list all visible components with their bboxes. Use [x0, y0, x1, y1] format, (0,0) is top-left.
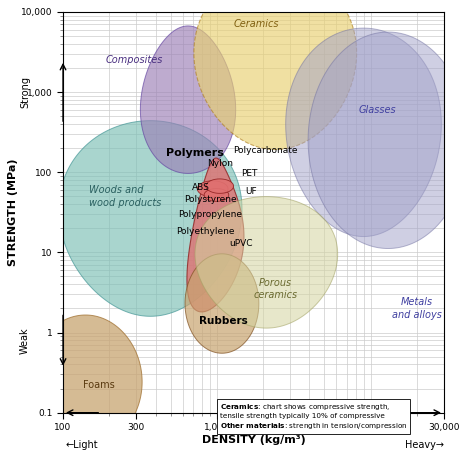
Text: Polystyrene: Polystyrene: [184, 195, 236, 204]
Text: ABS: ABS: [192, 183, 210, 192]
Polygon shape: [140, 26, 236, 173]
Polygon shape: [204, 188, 229, 202]
Polygon shape: [29, 315, 142, 446]
Text: Nylon: Nylon: [207, 158, 234, 168]
Text: Strong: Strong: [20, 76, 30, 108]
Polygon shape: [195, 197, 337, 328]
Polygon shape: [206, 179, 234, 193]
Text: UF: UF: [246, 187, 257, 196]
Text: Heavy→: Heavy→: [405, 440, 445, 450]
Polygon shape: [194, 0, 357, 149]
Text: Rubbers: Rubbers: [199, 316, 248, 326]
Text: Woods and
wood products: Woods and wood products: [89, 185, 161, 207]
Text: Foams: Foams: [82, 380, 114, 390]
Text: Weak: Weak: [20, 327, 30, 354]
Y-axis label: STRENGTH (MPa): STRENGTH (MPa): [8, 158, 18, 266]
Text: Polypropylene: Polypropylene: [178, 210, 242, 219]
Text: Polymers: Polymers: [166, 148, 224, 158]
Text: Composites: Composites: [105, 55, 163, 65]
Polygon shape: [285, 28, 441, 237]
Text: Glasses: Glasses: [358, 105, 396, 115]
Text: Ceramics: Ceramics: [233, 19, 279, 29]
Text: PET: PET: [241, 169, 257, 178]
Text: $\bf{Ceramics}$: chart shows compressive strength,
tensile strength typically 10: $\bf{Ceramics}$: chart shows compressive…: [220, 402, 408, 431]
Polygon shape: [185, 254, 259, 353]
Text: Porous
ceramics: Porous ceramics: [253, 278, 297, 300]
X-axis label: DENSITY (kg/m³): DENSITY (kg/m³): [202, 435, 305, 445]
Polygon shape: [59, 121, 242, 316]
Text: Polycarbonate: Polycarbonate: [233, 146, 298, 155]
Text: Metals
and alloys: Metals and alloys: [392, 297, 442, 320]
Polygon shape: [197, 181, 228, 197]
Polygon shape: [308, 32, 468, 248]
Text: ←Light: ←Light: [66, 440, 98, 450]
Polygon shape: [187, 158, 244, 312]
Text: Polyethylene: Polyethylene: [176, 227, 235, 237]
Text: uPVC: uPVC: [229, 239, 253, 248]
